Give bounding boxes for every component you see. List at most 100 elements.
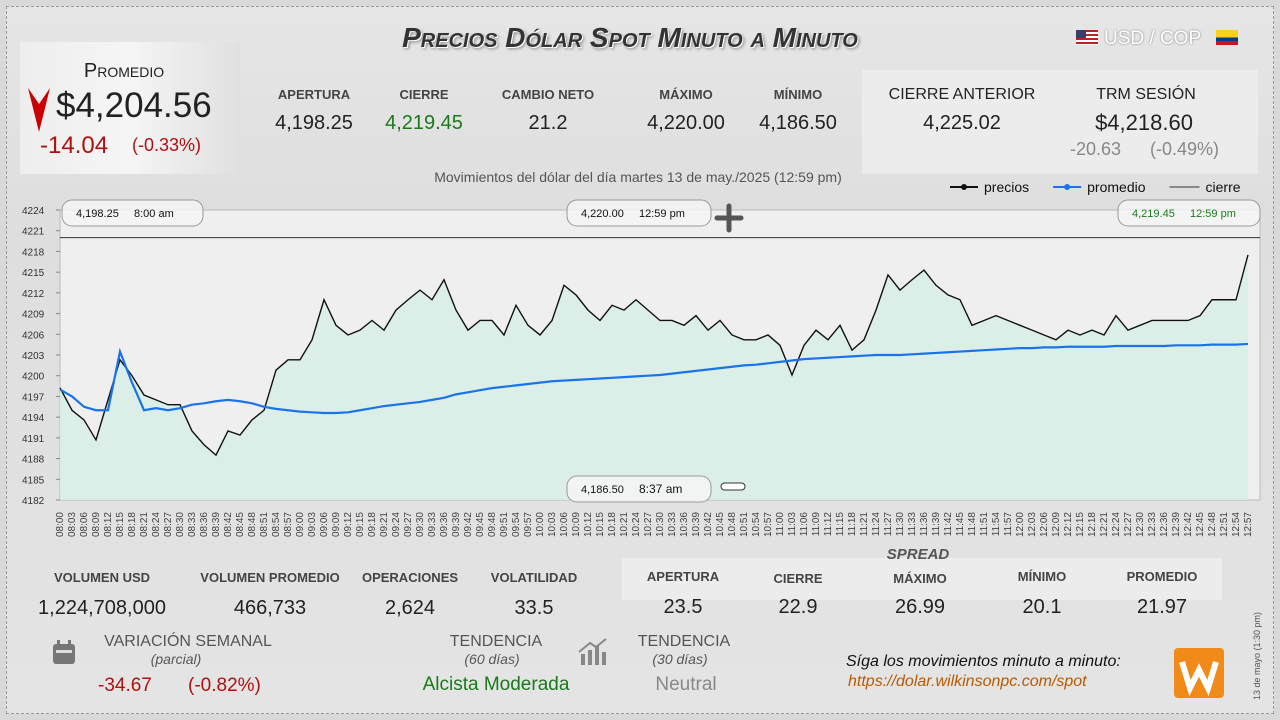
spread-label: APERTURA [646, 569, 720, 584]
x-tick-label: 11:30 [895, 512, 906, 537]
y-tick-label: 4224 [22, 206, 45, 217]
y-tick-label: 4212 [22, 289, 45, 300]
x-tick-label: 08:30 [175, 512, 186, 537]
x-tick-label: 09:21 [379, 512, 390, 537]
x-tick-label: 12:27 [1123, 512, 1134, 537]
x-tick-label: 11:21 [859, 512, 870, 537]
x-tick-label: 12:39 [1171, 512, 1182, 537]
x-tick-label: 12:45 [1195, 512, 1206, 537]
footer-url[interactable]: https://dolar.wilkinsonpc.com/spot [848, 673, 1087, 690]
x-tick-label: 10:39 [691, 512, 702, 537]
spread-label: MÍNIMO [1017, 569, 1067, 584]
spread-label: CIERRE [773, 571, 823, 586]
legend-label: cierre [1206, 179, 1241, 195]
x-tick-label: 12:03 [1027, 512, 1038, 537]
x-tick-label: 11:03 [787, 512, 798, 537]
x-tick-label: 11:00 [775, 512, 786, 537]
volume-label: VOLUMEN USD [53, 570, 151, 585]
y-tick-label: 4206 [22, 330, 45, 341]
annotation-time: 8:37 am [639, 482, 682, 496]
x-tick-label: 09:06 [319, 512, 330, 537]
annotation-box [1117, 199, 1261, 227]
x-tick-label: 12:33 [1147, 512, 1158, 537]
x-tick-label: 12:21 [1099, 512, 1110, 537]
x-tick-label: 11:15 [835, 512, 846, 537]
x-tick-label: 11:24 [871, 512, 882, 537]
stat-label: CIERRE [399, 87, 449, 102]
x-tick-label: 08:54 [271, 512, 282, 537]
stat-value: 4,219.45 [385, 112, 463, 134]
x-tick-label: 08:00 [55, 512, 66, 537]
trend60-note: (60 días) [464, 651, 520, 667]
x-tick-label: 08:09 [91, 512, 102, 537]
weekly-label: VARIACIÓN SEMANAL [104, 633, 272, 650]
trm-value: $4,218.60 [1095, 110, 1193, 135]
x-tick-label: 08:51 [259, 512, 270, 537]
annotation-price: 4,219.45 [1132, 208, 1175, 220]
x-tick-label: 08:39 [211, 512, 222, 537]
stat-label: MÍNIMO [773, 87, 823, 102]
x-tick-label: 09:00 [295, 512, 306, 537]
x-tick-label: 11:51 [979, 512, 990, 537]
x-tick-label: 10:06 [559, 512, 570, 537]
annotation-box [566, 475, 712, 503]
x-tick-label: 08:57 [283, 512, 294, 537]
x-tick-label: 11:33 [907, 512, 918, 537]
x-tick-label: 10:27 [643, 512, 654, 537]
x-tick-label: 11:09 [811, 512, 822, 537]
x-tick-label: 10:09 [571, 512, 582, 537]
stat-value: 4,198.25 [275, 112, 353, 134]
annotation-box [566, 199, 712, 227]
annotation-price: 4,220.00 [581, 208, 624, 220]
x-tick-label: 10:57 [763, 512, 774, 537]
volume-value: 2,624 [384, 597, 436, 619]
x-tick-label: 09:15 [355, 512, 366, 537]
footer-text: Síga los movimientos minuto a minuto: [846, 653, 1121, 670]
x-tick-label: 12:51 [1219, 512, 1230, 537]
trend-icon [578, 638, 607, 665]
series-line [59, 254, 1249, 457]
co-flag [1216, 30, 1238, 45]
y-tick-label: 4200 [22, 372, 45, 383]
x-tick-label: 12:00 [1015, 512, 1026, 537]
annotation-price: 4,198.25 [76, 208, 119, 220]
weekly-note: (parcial) [150, 651, 202, 667]
x-tick-label: 08:18 [127, 512, 138, 537]
x-tick-label: 09:45 [475, 512, 486, 537]
stat-label: CAMBIO NETO [501, 87, 595, 102]
x-tick-label: 09:36 [439, 512, 450, 537]
trend60-label: TENDENCIA [449, 633, 543, 650]
x-tick-label: 12:24 [1111, 512, 1122, 537]
annotation-time: 12:59 pm [1190, 208, 1236, 220]
x-tick-label: 09:57 [523, 512, 534, 537]
trend30-note: (30 días) [652, 651, 708, 667]
x-tick-label: 10:42 [703, 512, 714, 537]
x-tick-label: 12:57 [1243, 512, 1254, 537]
x-tick-label: 08:33 [187, 512, 198, 537]
legend-label: precios [984, 179, 1029, 195]
x-tick-label: 12:54 [1231, 512, 1242, 537]
x-tick-label: 08:12 [103, 512, 114, 537]
x-tick-label: 08:06 [79, 512, 90, 537]
weekly-change: -34.67 [98, 675, 152, 696]
x-tick-label: 12:36 [1159, 512, 1170, 537]
x-tick-label: 12:42 [1183, 512, 1194, 537]
y-tick-label: 4215 [22, 268, 45, 279]
x-tick-label: 09:54 [511, 512, 522, 537]
x-tick-label: 12:30 [1135, 512, 1146, 537]
x-tick-label: 10:24 [631, 512, 642, 537]
previous-value: 4,225.02 [923, 112, 1001, 134]
previous-label: CIERRE ANTERIOR [888, 86, 1036, 103]
annotation-time: 8:00 am [134, 208, 174, 220]
x-tick-label: 11:12 [823, 512, 834, 537]
x-tick-label: 10:03 [547, 512, 558, 537]
x-tick-label: 12:09 [1051, 512, 1062, 537]
x-tick-label: 10:18 [607, 512, 618, 537]
legend-dot [1064, 184, 1071, 190]
spread-value: 26.99 [894, 596, 946, 618]
x-tick-label: 08:24 [151, 512, 162, 537]
promedio-panel [20, 42, 240, 174]
promedio-value: $4,204.56 [56, 86, 212, 125]
x-tick-label: 12:12 [1063, 512, 1074, 537]
